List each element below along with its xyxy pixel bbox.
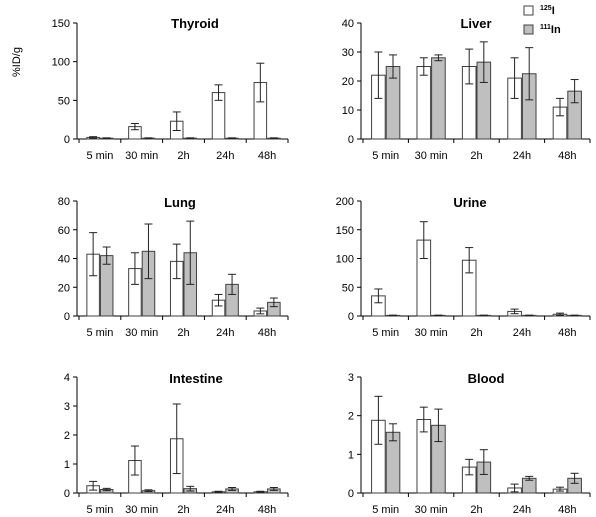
x-tick-label: 30 min <box>415 504 448 516</box>
x-tick-label: 30 min <box>125 504 158 516</box>
y-tick-label: 0 <box>348 134 354 146</box>
x-tick-label: 5 min <box>372 327 399 339</box>
y-tick-label: 0 <box>64 488 70 500</box>
y-tick-label: 40 <box>58 254 70 266</box>
y-tick-label: 0 <box>64 134 70 146</box>
y-tick-label: 1 <box>64 459 70 471</box>
x-tick-label: 30 min <box>125 150 158 162</box>
x-tick-label: 2h <box>470 327 482 339</box>
y-axis-label: %ID/g <box>11 47 23 77</box>
bar-in111 <box>385 431 401 494</box>
y-tick-label: 4 <box>64 372 70 384</box>
y-tick-label: 100 <box>52 57 70 69</box>
y-tick-label: 1 <box>348 449 354 461</box>
x-tick-label: 2h <box>177 327 189 339</box>
y-tick-label: 50 <box>342 282 354 294</box>
x-tick-label: 2h <box>470 150 482 162</box>
y-tick-label: 150 <box>336 225 354 237</box>
chart-blood: 0 1 2 3 5 min 30 min 2h 24h 48h Blood <box>348 371 591 516</box>
x-tick-label: 48h <box>558 150 576 162</box>
x-tick-label: 24h <box>513 504 531 516</box>
y-tick-label: 10 <box>342 105 354 117</box>
y-tick-label: 30 <box>342 47 354 59</box>
y-tick-label: 0 <box>64 311 70 323</box>
x-tick-label: 24h <box>216 150 234 162</box>
legend-label-in111: 111In <box>540 24 561 36</box>
x-tick-label: 5 min <box>86 150 113 162</box>
y-tick-label: 3 <box>348 372 354 384</box>
chart-title: Urine <box>453 195 486 210</box>
x-tick-label: 30 min <box>415 327 448 339</box>
y-tick-label: 40 <box>342 18 354 30</box>
x-tick-label: 48h <box>258 150 276 162</box>
x-tick-label: 2h <box>177 504 189 516</box>
chart-title: Intestine <box>169 371 222 386</box>
y-tick-label: 3 <box>64 401 70 413</box>
x-tick-label: 2h <box>470 504 482 516</box>
x-tick-label: 30 min <box>125 327 158 339</box>
chart-urine: 0 50 100 150 200 5 min 30 min 2h 24h 48h Urine <box>336 195 591 339</box>
legend: 125I 111In <box>523 5 561 36</box>
y-tick-label: 2 <box>64 430 70 442</box>
chart-title: Thyroid <box>171 16 219 31</box>
y-tick-label: 20 <box>342 76 354 88</box>
y-tick-label: 20 <box>58 282 70 294</box>
bar-in111 <box>431 57 446 140</box>
y-tick-label: 0 <box>348 311 354 323</box>
chart-thyroid: 0 50 100 150 5 min 30 min 2h 24h 48h Thyroid <box>52 16 289 162</box>
x-tick-label: 48h <box>558 504 576 516</box>
legend-swatch-i125 <box>523 5 534 16</box>
chart-title: Lung <box>164 195 196 210</box>
x-tick-label: 24h <box>216 327 234 339</box>
y-tick-label: 200 <box>336 196 354 208</box>
x-tick-label: 48h <box>258 327 276 339</box>
x-tick-label: 24h <box>513 327 531 339</box>
y-tick-label: 0 <box>348 488 354 500</box>
x-tick-label: 48h <box>258 504 276 516</box>
y-tick-label: 60 <box>58 225 70 237</box>
x-tick-label: 24h <box>216 504 234 516</box>
chart-intestine: 0 1 2 3 4 5 min 30 min 2h 24h 48h Intestine <box>64 371 289 516</box>
chart-lung: 0 20 40 60 80 5 min 30 min 2h 24h 48h Lung <box>58 195 289 339</box>
legend-swatch-in111 <box>523 24 534 35</box>
x-tick-label: 48h <box>558 327 576 339</box>
y-tick-label: 2 <box>348 411 354 423</box>
y-tick-label: 50 <box>58 95 70 107</box>
y-tick-label: 150 <box>52 18 70 30</box>
chart-liver: 0 10 20 30 40 5 min 30 min 2h 24h 48h Liver <box>342 16 591 162</box>
chart-title: Liver <box>460 16 491 31</box>
bar-i125 <box>416 66 432 140</box>
chart-title: Blood <box>468 371 505 386</box>
y-tick-label: 100 <box>336 254 354 266</box>
x-tick-label: 5 min <box>86 327 113 339</box>
legend-label-i125: 125I <box>540 5 555 17</box>
x-tick-label: 30 min <box>415 150 448 162</box>
x-tick-label: 24h <box>513 150 531 162</box>
x-tick-label: 5 min <box>372 504 399 516</box>
y-tick-label: 80 <box>58 196 70 208</box>
x-tick-label: 5 min <box>372 150 399 162</box>
x-tick-label: 5 min <box>86 504 113 516</box>
x-tick-label: 2h <box>177 150 189 162</box>
